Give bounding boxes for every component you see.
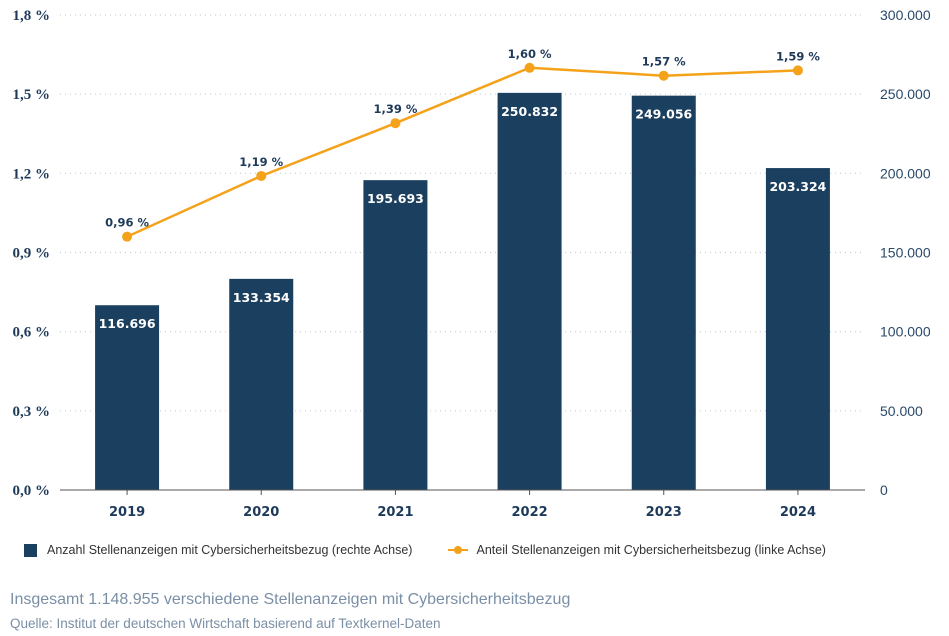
bar-data-label: 203.324	[769, 179, 826, 194]
left-axis-tick: 0,3 %	[13, 404, 51, 420]
bar-data-label: 116.696	[99, 316, 156, 331]
legend-bar-swatch	[24, 543, 37, 557]
line-point-2022	[524, 62, 535, 73]
line-data-label: 1,60 %	[508, 47, 552, 61]
right-axis-tick: 50.000	[880, 403, 923, 419]
share-line	[126, 66, 798, 238]
legend-line-label: Anteil Stellenanzeigen mit Cybersicherhe…	[476, 543, 826, 557]
line-point-2021	[390, 118, 401, 129]
right-axis-tick: 200.000	[880, 165, 931, 181]
x-axis-tick: 2022	[511, 505, 547, 520]
bar-2020	[229, 278, 294, 490]
right-axis-tick: 250.000	[880, 86, 931, 102]
line-data-label: 1,19 %	[239, 155, 283, 169]
x-axis-tick: 2020	[243, 505, 279, 520]
x-axis-tick: 2024	[780, 505, 816, 520]
source-note: Quelle: Institut der deutschen Wirtschaf…	[10, 616, 441, 631]
left-axis-tick: 1,2 %	[13, 166, 51, 182]
line-data-label: 0,96 %	[105, 216, 149, 230]
line-point-2024	[792, 65, 803, 76]
bar-data-label: 133.354	[233, 290, 290, 305]
line-point-2020	[256, 170, 267, 181]
line-data-label: 1,59 %	[776, 49, 820, 63]
right-axis-tick: 100.000	[880, 324, 931, 340]
combo-chart: 0,0 % 0 0,3 % 50.000 0,6 % 100.000 0,9 % 150.00…	[13, 7, 931, 520]
right-axis-tick: 0	[880, 482, 888, 498]
bar-2022	[497, 92, 562, 490]
left-axis-tick: 0,0 %	[13, 483, 51, 499]
bar-data-label: 250.832	[501, 104, 558, 119]
right-axis-tick: 300.000	[880, 7, 931, 23]
line-point-2019	[122, 231, 133, 242]
bar-2024	[765, 168, 830, 491]
x-axis-tick: 2021	[377, 505, 413, 520]
legend: Anzahl Stellenanzeigen mit Cybersicherhe…	[24, 543, 826, 557]
legend-line-swatch	[448, 545, 469, 555]
x-axis-tick: 2019	[109, 505, 145, 520]
left-axis-tick: 0,9 %	[13, 246, 51, 262]
bar-2023	[631, 95, 696, 491]
total-note: Insgesamt 1.148.955 verschiedene Stellen…	[10, 591, 571, 608]
left-axis-tick: 0,6 %	[13, 325, 51, 341]
bar-data-label: 249.056	[635, 107, 692, 122]
line-data-label: 1,39 %	[373, 102, 417, 116]
bar-2019	[95, 305, 160, 490]
bar-2021	[363, 180, 428, 490]
legend-bar-label: Anzahl Stellenanzeigen mit Cybersicherhe…	[47, 543, 413, 557]
left-axis-tick: 1,5 %	[13, 87, 51, 103]
right-axis-tick: 150.000	[880, 245, 931, 261]
x-axis-tick: 2023	[646, 505, 682, 520]
line-data-label: 1,57 %	[642, 55, 686, 69]
bar-data-label: 195.693	[367, 191, 424, 206]
line-point-2023	[658, 70, 669, 81]
left-axis-tick: 1,8 %	[13, 8, 51, 24]
